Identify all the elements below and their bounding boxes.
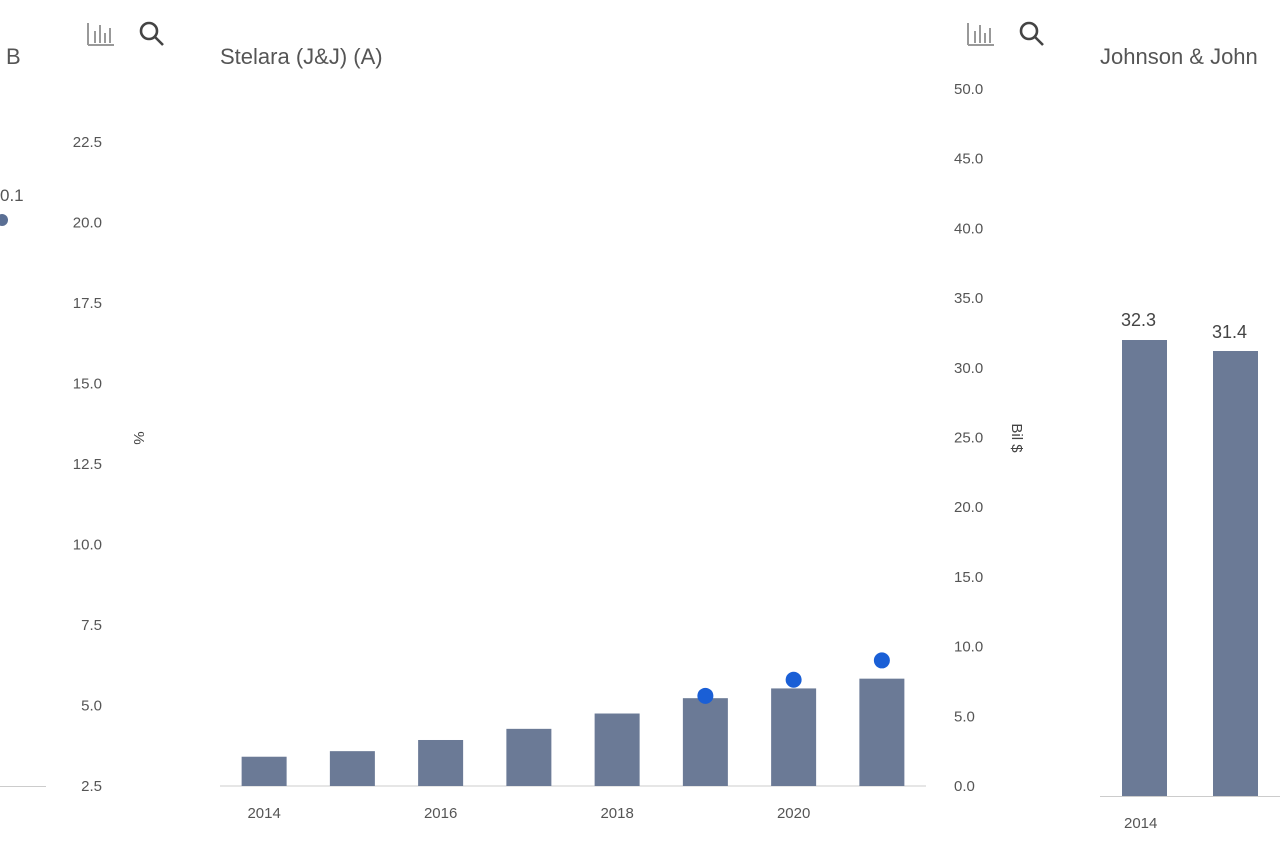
left-chart-baseline	[0, 786, 46, 787]
y-right-tick: 45.0	[954, 151, 983, 168]
y-left-tick: 2.5	[81, 778, 102, 795]
y-left-label: %	[130, 431, 147, 444]
right-chart-data-label: 31.4	[1212, 322, 1248, 342]
x-tick: 2014	[247, 805, 280, 822]
right-chart-baseline	[1100, 796, 1280, 797]
y-left-tick: 7.5	[81, 617, 102, 634]
y-left-tick: 20.0	[73, 215, 102, 232]
right-chart-bar	[1122, 340, 1167, 796]
y-right-tick: 40.0	[954, 220, 983, 237]
y-right-tick: 0.0	[954, 778, 975, 795]
y-left-tick: 5.0	[81, 698, 102, 715]
right-chart-bar	[1213, 351, 1258, 796]
right-chart-title-fragment: Johnson & John	[1100, 44, 1258, 69]
data-point	[785, 671, 802, 688]
bar-chart-icon[interactable]	[84, 17, 118, 51]
bar	[506, 728, 552, 786]
search-icon[interactable]	[135, 17, 169, 51]
y-right-tick: 25.0	[954, 430, 983, 447]
y-left-tick: 15.0	[73, 376, 102, 393]
y-right-tick: 50.0	[954, 81, 983, 98]
x-tick: 2016	[424, 805, 457, 822]
y-right-tick: 30.0	[954, 360, 983, 377]
left-chart-point	[0, 214, 8, 226]
y-left-tick: 17.5	[73, 295, 102, 312]
chart-title: Stelara (J&J) (A)	[220, 44, 383, 69]
left-chart-data-label: 0.1	[0, 186, 24, 205]
y-right-tick: 10.0	[954, 639, 983, 656]
y-right-tick: 35.0	[954, 290, 983, 307]
bar	[418, 739, 464, 786]
left-chart-title-fragment: B	[6, 44, 21, 69]
right-chart-data-label: 32.3	[1121, 310, 1157, 330]
y-left-tick: 10.0	[73, 537, 102, 554]
bar	[329, 751, 375, 786]
y-left-tick: 22.5	[73, 134, 102, 151]
bar	[594, 713, 640, 786]
y-right-tick: 20.0	[954, 499, 983, 516]
x-tick: 2020	[777, 805, 810, 822]
right-chart-x-tick: 2014	[1124, 815, 1158, 832]
bar-chart-icon[interactable]	[964, 17, 998, 51]
bar	[682, 698, 728, 786]
y-left-tick: 12.5	[73, 456, 102, 473]
bar	[859, 678, 905, 786]
search-icon[interactable]	[1015, 17, 1049, 51]
y-right-tick: 15.0	[954, 569, 983, 586]
y-right-tick: 5.0	[954, 708, 975, 725]
data-point	[873, 652, 890, 669]
bar	[241, 756, 287, 786]
data-point	[697, 687, 714, 704]
bar	[771, 688, 817, 786]
y-right-label: Bil $	[1008, 423, 1025, 453]
x-tick: 2018	[600, 805, 633, 822]
